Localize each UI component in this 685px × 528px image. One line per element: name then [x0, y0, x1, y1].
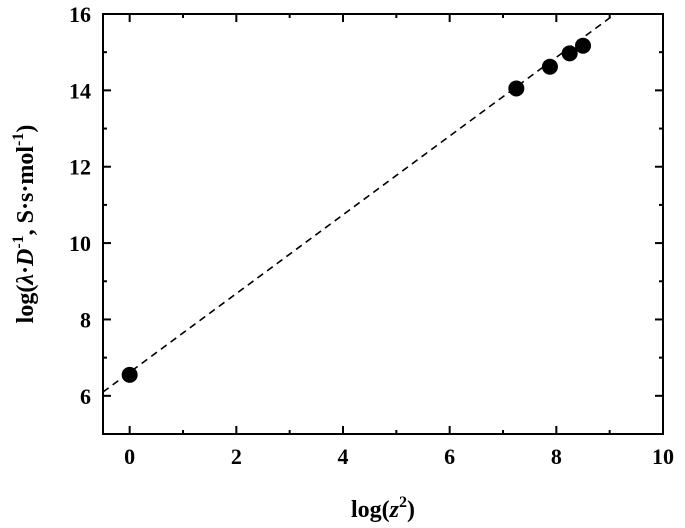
y-axis-title-d: D [13, 249, 39, 267]
x-tick-labels: 0 2 4 6 8 10 [124, 444, 674, 469]
x-axis-title-var: z [389, 497, 400, 523]
x-axis-title-prefix: log( [351, 497, 390, 523]
data-point [575, 37, 591, 54]
y-axis-title-suffix: ) [13, 125, 39, 133]
y-axis-title-dot: · [13, 266, 39, 274]
y-axis-title-sup2: -1 [10, 133, 27, 146]
data-points [121, 37, 591, 383]
data-point [121, 366, 138, 383]
fit-line-group [102, 13, 616, 393]
y-tick-labels: 6 8 10 12 14 16 [69, 2, 91, 409]
y-axis-title-lambda: λ [13, 274, 39, 286]
y-tick-label: 16 [69, 2, 91, 27]
x-tick-label: 0 [124, 444, 135, 469]
y-tick-label: 10 [69, 231, 91, 256]
y-axis-title-middle: , S·s·mol [13, 146, 39, 236]
x-axis-title-sup: 2 [399, 494, 407, 511]
x-tick-label: 8 [551, 444, 562, 469]
data-point [561, 45, 578, 62]
y-axis-title-sup1: -1 [10, 235, 27, 248]
x-tick-label: 10 [652, 444, 674, 469]
plot-frame [102, 13, 664, 435]
x-tick-label: 6 [444, 444, 455, 469]
x-axis-title-suffix: ) [407, 497, 415, 523]
y-axis-title: log(λ·D-1, S·s·mol-1) [10, 125, 39, 324]
fit-line [102, 13, 616, 393]
axis-ticks [103, 13, 664, 434]
y-tick-label: 14 [69, 78, 91, 103]
x-axis-title: log(z2) [351, 494, 415, 523]
y-tick-label: 6 [80, 384, 91, 409]
y-tick-label: 8 [80, 307, 91, 332]
x-tick-label: 4 [338, 444, 349, 469]
y-tick-label: 12 [69, 155, 91, 180]
x-tick-label: 2 [231, 444, 242, 469]
data-point [508, 80, 525, 97]
data-point [541, 58, 558, 75]
y-axis-title-prefix: log( [13, 285, 39, 324]
